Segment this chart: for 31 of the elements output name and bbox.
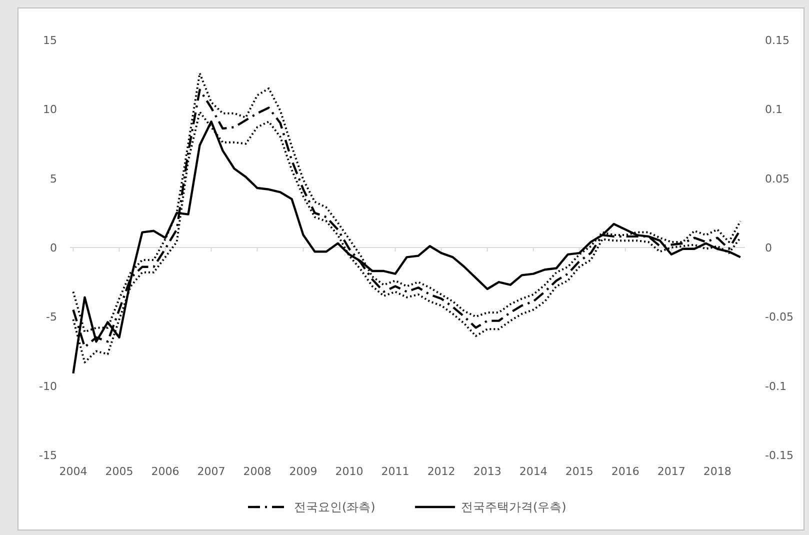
x-tick-label: 2007: [197, 465, 226, 478]
x-tick-label: 2018: [703, 465, 732, 478]
legend-label: 전국주택가격(우측): [461, 500, 566, 514]
x-tick-label: 2010: [335, 465, 364, 478]
x-tick-label: 2015: [565, 465, 594, 478]
y2-tick-label: -0.15: [765, 449, 794, 462]
x-tick-label: 2009: [289, 465, 318, 478]
x-tick-label: 2014: [519, 465, 548, 478]
y-tick-label: 10: [43, 103, 57, 116]
x-tick-label: 2005: [105, 465, 134, 478]
y2-tick-label: 0.1: [765, 103, 782, 116]
y-tick-label: -10: [39, 380, 57, 393]
x-tick-label: 2006: [151, 465, 180, 478]
x-tick-label: 2016: [611, 465, 640, 478]
x-tick-label: 2008: [243, 465, 272, 478]
y-tick-label: 15: [43, 34, 57, 47]
y-tick-label: -15: [39, 449, 57, 462]
y-tick-label: -5: [46, 310, 57, 324]
y-tick-label: 0: [50, 242, 57, 254]
x-tick-label: 2011: [381, 465, 410, 478]
legend-label: 전국요인(좌측): [294, 500, 376, 514]
y2-tick-label: -0.1: [765, 380, 786, 393]
y2-tick-label: 0.15: [765, 34, 790, 47]
y2-tick-label: -0.05: [765, 310, 794, 324]
y2-tick-label: 0.05: [765, 172, 790, 186]
x-tick-label: 2012: [427, 465, 456, 478]
y-tick-label: 5: [50, 172, 57, 186]
y2-tick-label: 0: [765, 242, 772, 254]
x-tick-label: 2004: [59, 465, 88, 478]
x-tick-label: 2017: [657, 465, 686, 478]
x-tick-label: 2013: [473, 465, 502, 478]
